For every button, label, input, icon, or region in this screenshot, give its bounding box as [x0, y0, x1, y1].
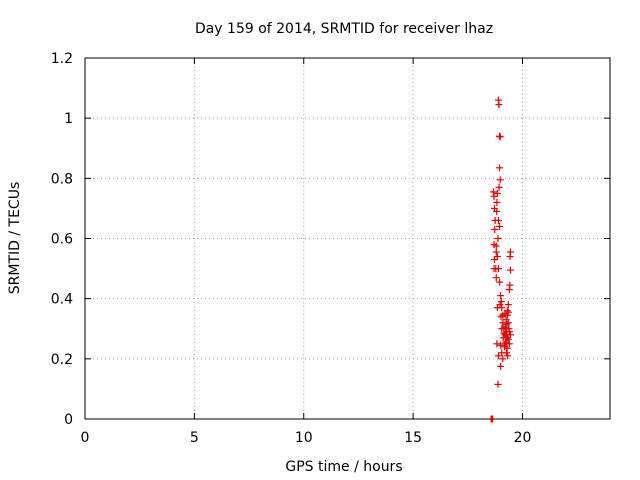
axis-ticks [84, 57, 610, 420]
data-point [497, 341, 505, 349]
y-axis-label: SRMTID / TECUs [7, 182, 23, 295]
data-point [497, 292, 505, 300]
x-axis-label: GPS time / hours [285, 459, 402, 475]
x-tick-label: 5 [190, 430, 199, 446]
data-point [496, 176, 504, 184]
y-tick-label: 0 [64, 412, 73, 428]
data-point [496, 164, 504, 172]
data-point [494, 235, 502, 242]
data-point [489, 415, 497, 423]
data-point [498, 304, 506, 312]
data-point [497, 298, 505, 306]
data-point [494, 352, 502, 360]
data-point [496, 132, 504, 140]
data-point [501, 343, 509, 351]
data-point [490, 192, 498, 200]
data-point [496, 278, 504, 286]
data-point [497, 362, 505, 370]
data-point [494, 380, 502, 388]
data-point [496, 222, 504, 230]
data-point [489, 188, 497, 196]
data-point [504, 319, 512, 327]
data-point [493, 198, 501, 206]
data-point [492, 242, 500, 250]
x-tick-label: 10 [295, 430, 313, 446]
y-tick-label: 0.2 [51, 352, 73, 368]
data-point [504, 308, 512, 316]
y-tick-label: 0.4 [51, 292, 73, 308]
data-point [495, 183, 503, 191]
y-tick-labels: 0 0.2 0.4 0.6 0.8 1 1.2 [51, 51, 73, 428]
data-point [496, 133, 504, 141]
y-tick-label: 1.2 [51, 51, 73, 67]
data-point [493, 253, 501, 261]
data-point [501, 323, 509, 331]
y-tick-label: 0.6 [51, 232, 73, 248]
data-point [503, 349, 511, 357]
data-point [504, 301, 512, 309]
data-point [504, 352, 512, 360]
plot-frame [84, 57, 611, 420]
data-point [505, 328, 513, 336]
data-point [504, 311, 512, 319]
x-tick-label: 20 [514, 430, 532, 446]
data-point [505, 340, 513, 348]
data-point [494, 216, 502, 224]
data-point [506, 281, 514, 289]
x-tick-labels: 0 5 10 15 20 [81, 430, 532, 446]
data-point [491, 225, 499, 233]
data-point [493, 189, 501, 197]
grid [85, 58, 610, 419]
data-point [499, 355, 507, 363]
data-point [506, 266, 514, 274]
chart-title: Day 159 of 2014, SRMTID for receiver lha… [195, 21, 493, 37]
data-point [504, 335, 512, 343]
y-tick-label: 0.8 [51, 171, 73, 187]
data-point [492, 248, 500, 256]
x-tick-label: 15 [404, 430, 422, 446]
data-points [487, 96, 514, 423]
data-point [495, 101, 503, 109]
data-point [493, 207, 501, 215]
data-point [506, 331, 514, 339]
data-point [494, 265, 502, 273]
data-point [492, 274, 500, 282]
data-point [503, 320, 511, 328]
data-point [493, 340, 501, 348]
y-tick-label: 1 [64, 111, 73, 127]
data-point [506, 248, 514, 256]
x-tick-label: 0 [81, 430, 90, 446]
